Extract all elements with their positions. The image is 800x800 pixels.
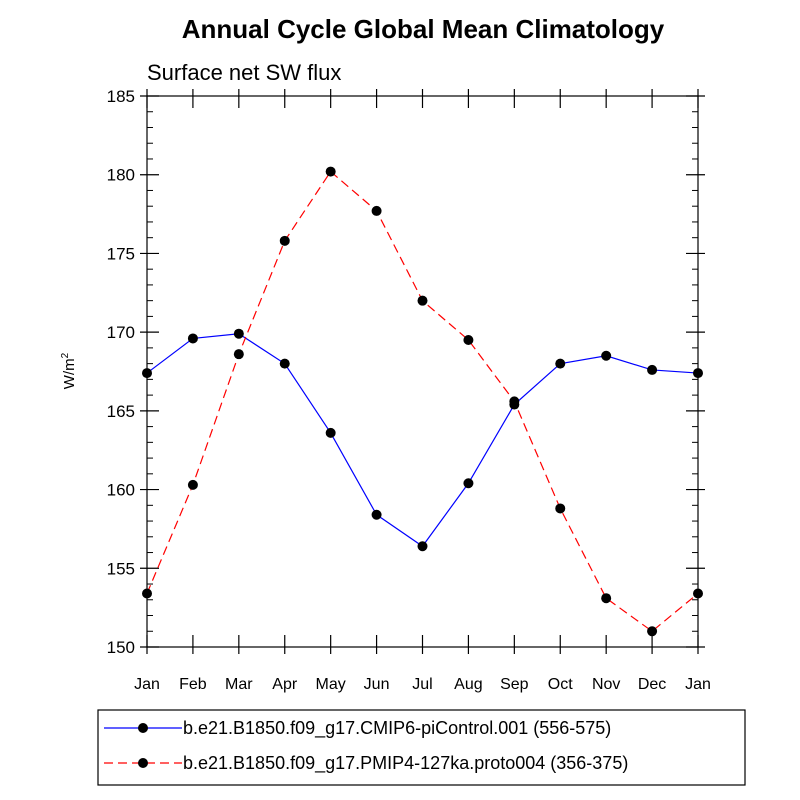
y-axis-label: W/m2 [60, 352, 78, 389]
series-1-point [417, 541, 428, 552]
series-layer [142, 166, 703, 637]
series-2-point [417, 295, 428, 306]
y-tick-label: 170 [107, 323, 135, 342]
series-1-point [233, 328, 244, 339]
x-tick-label: Sep [500, 676, 529, 693]
legend-label-2: b.e21.B1850.f09_g17.PMIP4-127ka.proto004… [183, 753, 628, 774]
series-line-1 [146, 333, 699, 548]
series-1-point [325, 427, 336, 438]
x-tick-label: Jan [685, 676, 711, 693]
series-1-point [187, 333, 198, 344]
y-tick-labels: 150 155 160 165 170 175 180 185 [107, 87, 135, 657]
y-axis-label-text: W/m [61, 358, 78, 389]
x-tick-label: Apr [272, 676, 298, 693]
chart-subtitle: Surface net SW flux [147, 60, 341, 85]
legend-marker-2 [138, 758, 148, 768]
series-line-2 [146, 170, 699, 633]
x-tick-label: May [316, 676, 346, 693]
y-tick-label: 185 [107, 87, 135, 106]
series-1-point [601, 350, 612, 361]
series-1-point [555, 358, 566, 369]
series-1-point [371, 509, 382, 520]
series-2-point [463, 335, 474, 346]
x-tick-label: Feb [179, 676, 207, 693]
legend-box [97, 709, 746, 786]
series-1-point [463, 478, 474, 489]
series-2-point [647, 626, 658, 637]
major-ticks [140, 89, 705, 654]
x-tick-label: Aug [454, 676, 482, 693]
y-tick-label: 165 [107, 402, 135, 421]
series-2-point [233, 349, 244, 360]
plot-frame [146, 95, 699, 648]
legend: b.e21.B1850.f09_g17.CMIP6-piControl.001 … [97, 709, 746, 786]
y-tick-label: 150 [107, 638, 135, 657]
series-1-point [647, 364, 658, 375]
x-tick-label: Oct [548, 676, 573, 693]
series-2-point [509, 396, 520, 407]
x-tick-label: Dec [638, 676, 666, 693]
legend-marker-1 [138, 723, 148, 733]
y-tick-label: 180 [107, 166, 135, 185]
y-tick-label: 160 [107, 481, 135, 500]
series-2-point [555, 503, 566, 514]
series-2-point [325, 166, 336, 177]
chart-title: Annual Cycle Global Mean Climatology [182, 14, 665, 44]
series-2-point [371, 205, 382, 216]
x-tick-labels: Jan Feb Mar Apr May Jun Jul Aug Sep Oct Nov Dec Jan [134, 676, 711, 693]
series-1-point [279, 358, 290, 369]
y-tick-label: 155 [107, 559, 135, 578]
minor-ticks [147, 111, 698, 632]
x-tick-label: Nov [592, 676, 620, 693]
series-2-point [279, 235, 290, 246]
series-2-point [601, 593, 612, 604]
y-tick-label: 175 [107, 244, 135, 263]
legend-label-1: b.e21.B1850.f09_g17.CMIP6-piControl.001 … [183, 718, 611, 739]
x-tick-label: Jun [364, 676, 390, 693]
x-tick-label: Jan [134, 676, 160, 693]
series-2-point [187, 479, 198, 490]
x-tick-label: Jul [412, 676, 432, 693]
y-axis-label-superscript: 2 [60, 352, 71, 358]
x-tick-label: Mar [225, 676, 253, 693]
